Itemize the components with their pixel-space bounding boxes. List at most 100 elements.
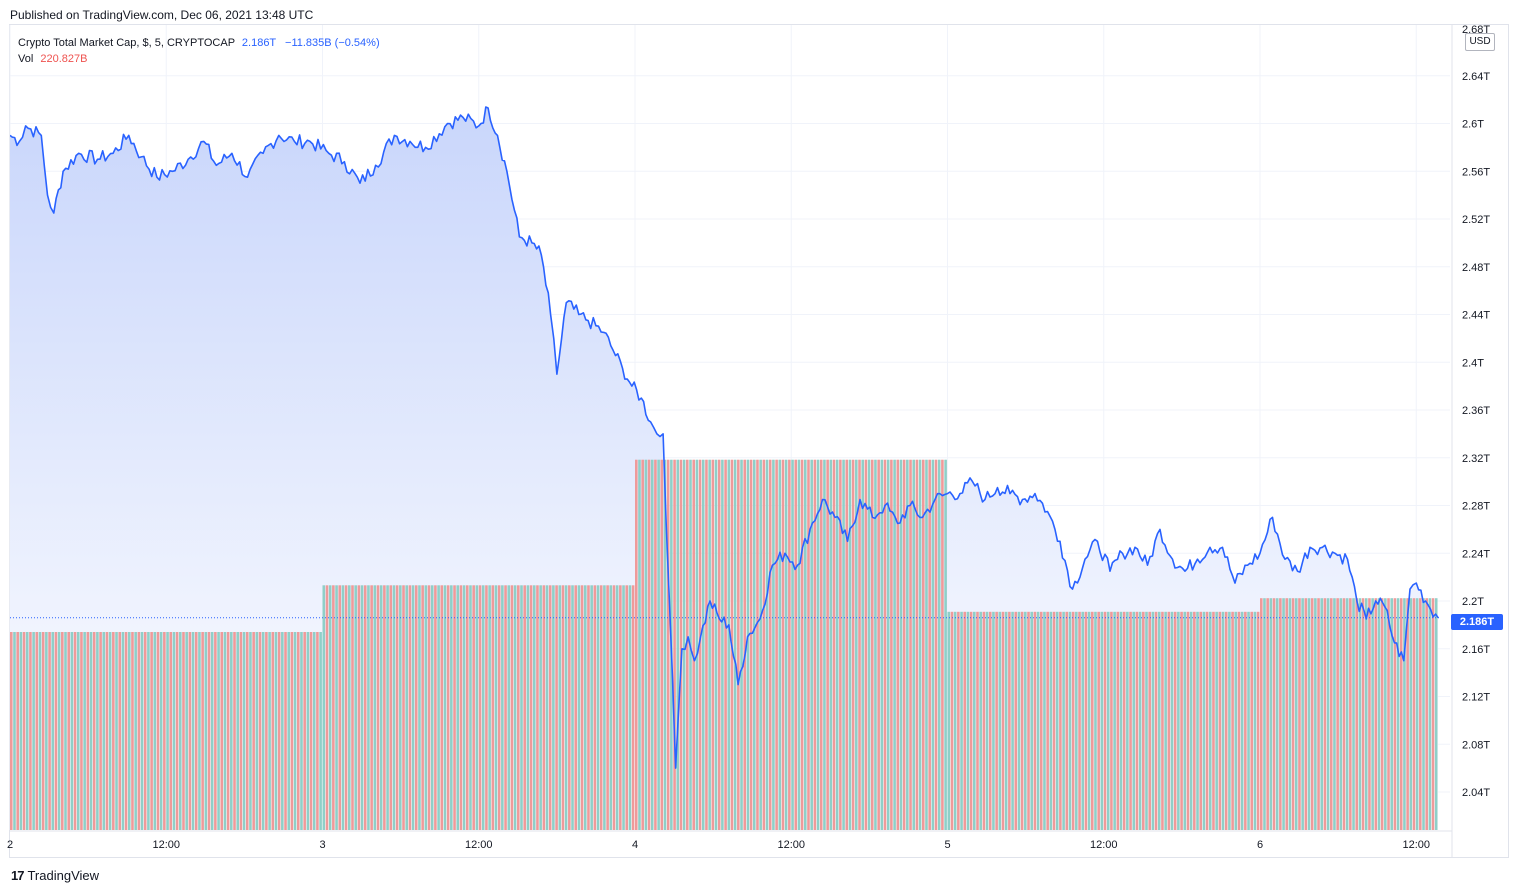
volume-bar bbox=[1164, 611, 1167, 830]
volume-bar bbox=[402, 585, 405, 830]
volume-bar bbox=[1314, 598, 1317, 830]
y-tick-label: 2.16T bbox=[1462, 644, 1490, 656]
volume-bar bbox=[277, 632, 281, 830]
tradingview-brand: TradingView bbox=[27, 868, 100, 883]
volume-bar bbox=[1301, 598, 1304, 830]
volume-bar bbox=[201, 632, 204, 830]
volume-bar bbox=[1342, 598, 1346, 830]
volume-bar bbox=[38, 632, 42, 830]
volume-bar bbox=[1326, 598, 1330, 830]
volume-bar bbox=[883, 459, 887, 830]
volume-bar bbox=[1202, 611, 1206, 830]
volume-bar bbox=[772, 459, 775, 830]
y-tick-label: 2.56T bbox=[1462, 166, 1490, 178]
legend-volume-row[interactable]: Vol 220.827B bbox=[18, 51, 380, 67]
volume-bar bbox=[1390, 598, 1393, 830]
volume-bar bbox=[265, 632, 268, 830]
volume-bar bbox=[845, 459, 849, 830]
volume-bar bbox=[596, 585, 600, 830]
volume-bar bbox=[61, 632, 64, 830]
volume-bar bbox=[1380, 598, 1384, 830]
volume-bar bbox=[1205, 611, 1209, 830]
volume-bar bbox=[261, 632, 265, 830]
volume-bar bbox=[1113, 611, 1116, 830]
volume-bar bbox=[1020, 611, 1024, 830]
x-tick-label: 12:00 bbox=[1402, 839, 1430, 851]
volume-bar bbox=[791, 459, 794, 830]
volume-bar bbox=[1189, 611, 1193, 830]
volume-bar bbox=[418, 585, 421, 830]
y-tick-label: 2.48T bbox=[1462, 262, 1490, 274]
volume-bar bbox=[236, 632, 239, 830]
volume-bar bbox=[19, 632, 23, 830]
volume-bar bbox=[1052, 611, 1056, 830]
volume-bar bbox=[545, 585, 549, 830]
volume-bar bbox=[290, 632, 294, 830]
volume-bar bbox=[644, 459, 648, 830]
volume-bar bbox=[1266, 598, 1269, 830]
volume-bar bbox=[1132, 611, 1136, 830]
volume-bar bbox=[491, 585, 495, 830]
chart-legend: Crypto Total Market Cap, $, 5, CRYPTOCAP… bbox=[18, 35, 380, 67]
volume-bar bbox=[532, 585, 536, 830]
volume-bar bbox=[86, 632, 90, 830]
volume-bar bbox=[1043, 611, 1046, 830]
volume-bar bbox=[564, 585, 568, 830]
volume-bar bbox=[1078, 611, 1081, 830]
volume-bar bbox=[1116, 611, 1120, 830]
volume-bar bbox=[1317, 598, 1320, 830]
volume-bar bbox=[1068, 611, 1072, 830]
volume-bar bbox=[622, 585, 625, 830]
volume-bar bbox=[217, 632, 220, 830]
volume-bar bbox=[606, 585, 609, 830]
y-tick-label: 2.04T bbox=[1462, 787, 1490, 799]
volume-bar bbox=[25, 632, 29, 830]
volume-bar bbox=[960, 611, 963, 830]
volume-bar bbox=[619, 585, 622, 830]
volume-bar bbox=[851, 459, 855, 830]
volume-bar bbox=[1253, 611, 1257, 830]
volume-bar bbox=[1234, 611, 1238, 830]
volume-bar bbox=[679, 459, 683, 830]
volume-bar bbox=[54, 632, 58, 830]
volume-bar bbox=[1434, 598, 1438, 830]
current-price-tag: 2.186T bbox=[1451, 614, 1503, 630]
y-tick-label: 2.24T bbox=[1462, 548, 1490, 560]
volume-bar bbox=[478, 585, 482, 830]
legend-symbol-row[interactable]: Crypto Total Market Cap, $, 5, CRYPTOCAP… bbox=[18, 35, 380, 51]
volume-bar bbox=[268, 632, 271, 830]
volume-bar bbox=[1355, 598, 1358, 830]
volume-bar bbox=[166, 632, 169, 830]
volume-bar bbox=[281, 632, 284, 830]
volume-bar bbox=[1094, 611, 1097, 830]
volume-bar bbox=[886, 459, 890, 830]
volume-bar bbox=[363, 585, 367, 830]
volume-bar bbox=[239, 632, 243, 830]
volume-bar bbox=[287, 632, 291, 830]
volume-bar bbox=[1199, 611, 1202, 830]
volume-bar bbox=[864, 459, 868, 830]
volume-bar bbox=[877, 459, 880, 830]
volume-bar bbox=[1014, 611, 1018, 830]
volume-bar bbox=[1138, 611, 1142, 830]
tradingview-logo[interactable]: 17 TradingView bbox=[11, 868, 99, 883]
volume-bar bbox=[1310, 598, 1314, 830]
volume-bar bbox=[743, 459, 747, 830]
volume-bar bbox=[303, 632, 306, 830]
volume-bar bbox=[156, 632, 160, 830]
volume-bar bbox=[539, 585, 542, 830]
volume-bar bbox=[966, 611, 970, 830]
volume-bar bbox=[354, 585, 357, 830]
volume-bar bbox=[424, 585, 428, 830]
volume-bar bbox=[188, 632, 192, 830]
volume-bar bbox=[797, 459, 801, 830]
currency-button[interactable]: USD bbox=[1465, 33, 1495, 51]
y-tick-label: 2.6T bbox=[1462, 119, 1484, 131]
volume-bar bbox=[443, 585, 447, 830]
volume-bar bbox=[1024, 611, 1027, 830]
volume-bar bbox=[609, 585, 613, 830]
volume-bar bbox=[1071, 611, 1075, 830]
x-tick-label: 12:00 bbox=[1090, 839, 1118, 851]
volume-bar bbox=[83, 632, 86, 830]
